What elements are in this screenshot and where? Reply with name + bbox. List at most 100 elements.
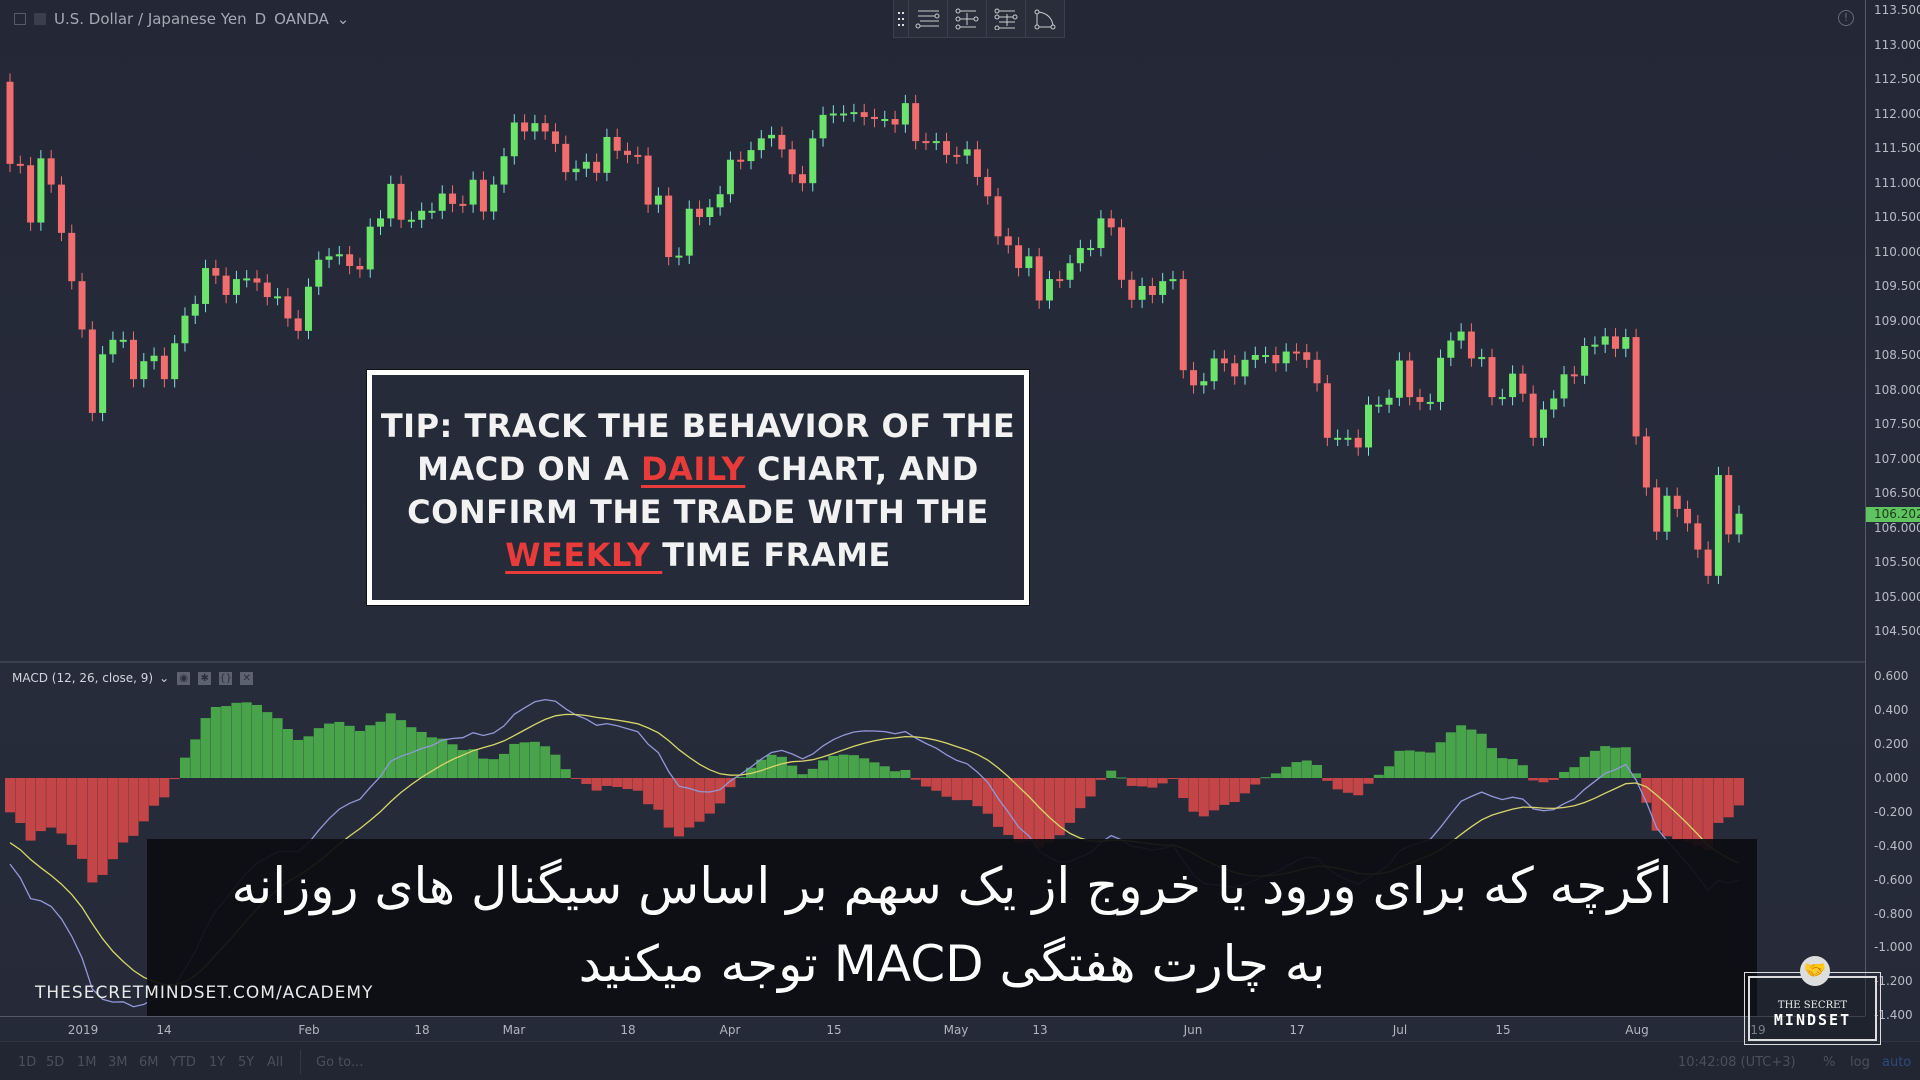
eye-icon[interactable]: ◉ <box>177 671 191 685</box>
candle-down <box>1220 358 1228 364</box>
range-5y[interactable]: 5Y <box>238 1055 255 1070</box>
candle-up <box>181 315 189 344</box>
price-tick: 108.000 <box>1874 382 1920 397</box>
macd-histogram-bar <box>982 778 993 814</box>
auto-toggle[interactable]: auto <box>1882 1055 1912 1070</box>
range-all[interactable]: All <box>267 1055 284 1070</box>
macd-histogram-bar <box>66 778 77 845</box>
goto-button[interactable]: Go to... <box>316 1055 364 1070</box>
macd-histogram-bar <box>1106 770 1117 778</box>
macd-chart[interactable] <box>0 663 1865 1016</box>
candle-up <box>1365 404 1372 448</box>
time-label: 14 <box>156 1023 172 1037</box>
range-ytd[interactable]: YTD <box>170 1055 196 1070</box>
candle-up <box>1426 401 1434 404</box>
candle-down <box>1416 397 1424 402</box>
macd-histogram-bar <box>612 778 623 787</box>
braces-icon[interactable]: {} <box>219 671 233 685</box>
candle-up <box>1560 374 1568 399</box>
macd-histogram-bar <box>1095 778 1106 780</box>
candle-down <box>68 232 76 282</box>
candle-down <box>696 208 704 217</box>
price-chart[interactable] <box>0 0 1865 660</box>
close-icon[interactable]: ✕ <box>240 671 254 685</box>
macd-histogram-bar <box>1548 778 1559 780</box>
candle-down <box>449 193 457 204</box>
macd-tick: -0.400 <box>1874 838 1913 853</box>
info-icon[interactable]: ! <box>1838 10 1854 26</box>
macd-histogram-bar <box>416 731 427 778</box>
candle-down <box>212 268 220 276</box>
log-toggle[interactable]: log <box>1850 1055 1870 1070</box>
drag-grip-icon[interactable] <box>894 0 908 38</box>
macd-histogram-bar <box>1178 778 1189 799</box>
parallel-lines-icon[interactable] <box>908 0 947 38</box>
candle-up <box>243 278 251 281</box>
macd-histogram-bar <box>643 778 654 805</box>
tip-highlight-weekly: WEEKLY <box>505 536 663 574</box>
interval[interactable]: D <box>254 10 267 28</box>
candle-down <box>1004 236 1012 246</box>
candle-down <box>88 329 96 413</box>
macd-histogram-bar <box>1579 756 1590 778</box>
fib-retracement-icon[interactable] <box>947 0 986 38</box>
macd-histogram-bar <box>869 762 880 778</box>
gear-icon[interactable]: ✱ <box>198 671 212 685</box>
candle-up <box>315 259 323 287</box>
candle-down <box>1148 286 1156 295</box>
percent-toggle[interactable]: % <box>1823 1055 1836 1070</box>
candle-down <box>665 195 673 258</box>
range-3m[interactable]: 3M <box>108 1055 128 1070</box>
macd-histogram-bar <box>776 756 787 778</box>
chevron-down-icon[interactable]: ⌄ <box>336 10 350 28</box>
collapse-icon[interactable] <box>14 13 26 25</box>
candle-down <box>1179 279 1187 371</box>
candle-down <box>1488 357 1496 398</box>
candle-up <box>1025 256 1033 269</box>
candle-up <box>582 161 590 169</box>
candle-down <box>634 154 642 157</box>
time-axis[interactable]: 2019 14 Feb 18 Mar 18 Apr 15 May 13 Jun … <box>0 1016 1865 1041</box>
price-axis[interactable]: 113.500 113.000 112.500 112.000 111.500 111.0… <box>1865 0 1920 1022</box>
fib-extension-icon[interactable] <box>986 0 1025 38</box>
watermark-url: THESECRETMINDSET.COM/ACADEMY <box>35 983 374 1003</box>
macd-histogram-bar <box>375 721 386 778</box>
candle-up <box>1262 355 1270 357</box>
arc-icon[interactable] <box>1025 0 1064 38</box>
macd-histogram-bar <box>1229 778 1240 802</box>
tip-line: WEEKLY TIME FRAME <box>372 536 1024 574</box>
range-1y[interactable]: 1Y <box>209 1055 226 1070</box>
pane-divider[interactable] <box>0 661 1865 663</box>
price-tick: 112.500 <box>1874 72 1920 86</box>
candle-up <box>1334 437 1342 440</box>
candle-down <box>912 103 920 142</box>
macd-legend[interactable]: MACD (12, 26, close, 9) ⌄ ◉ ✱ {} ✕ <box>12 671 254 685</box>
macd-histogram-bar <box>1332 778 1343 790</box>
data-source[interactable]: OANDA <box>274 10 329 28</box>
price-tick: 113.500 <box>1874 3 1920 17</box>
range-6m[interactable]: 6M <box>139 1055 159 1070</box>
candle-up <box>572 168 580 173</box>
range-5d[interactable]: 5D <box>46 1055 65 1070</box>
price-tick: 111.000 <box>1874 175 1920 190</box>
clock[interactable]: 10:42:08 (UTC+3) <box>1678 1055 1796 1070</box>
symbol-header[interactable]: U.S. Dollar / Japanese Yen D OANDA ⌄ <box>14 10 349 28</box>
candle-down <box>57 184 65 233</box>
macd-histogram-bar <box>663 778 674 828</box>
chevron-down-icon[interactable]: ⌄ <box>159 671 170 685</box>
candle-down <box>284 296 292 319</box>
candle-up <box>901 103 909 125</box>
macd-histogram-bar <box>859 758 870 778</box>
macd-histogram-bar <box>231 702 242 778</box>
range-1d[interactable]: 1D <box>18 1055 37 1070</box>
macd-histogram-bar <box>1641 778 1652 803</box>
macd-histogram-bar <box>1507 759 1518 778</box>
candle-down <box>1015 245 1023 269</box>
candle-up <box>366 226 374 270</box>
candle-down <box>1035 256 1043 301</box>
candle-up <box>1735 513 1743 535</box>
candle-down <box>130 339 137 380</box>
candle-up <box>1169 279 1177 282</box>
range-1m[interactable]: 1M <box>77 1055 97 1070</box>
